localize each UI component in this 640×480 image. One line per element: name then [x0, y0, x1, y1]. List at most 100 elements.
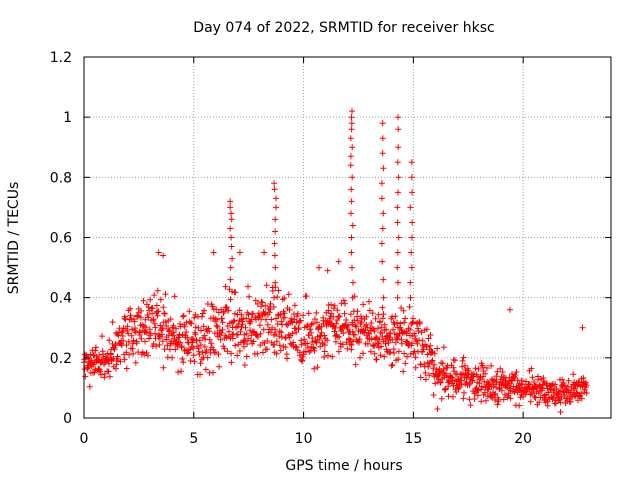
data-point — [129, 326, 135, 333]
data-point — [176, 332, 183, 339]
data-point — [267, 306, 274, 313]
data-point — [371, 350, 378, 357]
data-point — [394, 264, 401, 271]
data-point — [493, 373, 500, 380]
data-point — [499, 369, 506, 375]
data-point — [106, 360, 112, 367]
chart-title: Day 074 of 2022, SRMTID for receiver hks… — [193, 20, 494, 36]
data-point — [321, 332, 328, 339]
data-point — [185, 349, 192, 356]
data-point — [478, 398, 485, 405]
data-point — [255, 334, 261, 340]
data-point — [134, 313, 141, 320]
data-point — [205, 325, 212, 332]
data-point — [299, 357, 306, 364]
data-point — [131, 318, 138, 325]
data-point — [254, 350, 261, 357]
data-point — [195, 324, 202, 331]
data-point — [412, 364, 419, 371]
data-points — [81, 108, 590, 415]
data-point — [263, 282, 270, 289]
data-point — [380, 294, 387, 301]
data-point — [371, 343, 378, 350]
data-point — [529, 374, 536, 381]
data-point — [516, 402, 523, 409]
data-point — [452, 357, 458, 364]
data-point — [250, 338, 257, 345]
data-point — [407, 294, 414, 301]
data-point — [407, 351, 414, 357]
data-point — [147, 296, 154, 303]
data-point — [179, 313, 186, 320]
data-point — [423, 376, 429, 383]
data-point — [268, 316, 275, 323]
data-point — [578, 390, 585, 397]
data-point — [198, 327, 204, 334]
data-point — [203, 348, 210, 354]
data-point — [422, 370, 429, 376]
data-point — [395, 234, 402, 241]
data-point — [344, 345, 351, 352]
data-point — [397, 320, 404, 327]
data-point — [300, 312, 307, 319]
data-point — [389, 336, 396, 343]
data-point — [295, 326, 302, 333]
data-point — [227, 264, 234, 271]
data-point — [298, 341, 305, 348]
data-point — [325, 307, 332, 314]
data-point — [180, 312, 187, 319]
data-point — [273, 315, 280, 322]
data-point — [379, 195, 385, 202]
data-point — [158, 326, 165, 333]
data-point — [234, 352, 241, 359]
data-point — [378, 343, 385, 350]
data-point — [483, 397, 489, 404]
data-point — [206, 328, 213, 335]
data-point — [267, 329, 274, 336]
data-point — [201, 332, 208, 339]
data-point — [218, 330, 225, 336]
data-point — [475, 366, 482, 372]
data-point — [528, 365, 535, 372]
data-point — [214, 323, 221, 330]
data-point — [105, 368, 112, 375]
data-point — [391, 321, 398, 328]
data-point — [511, 375, 518, 382]
data-point — [353, 323, 360, 330]
data-point — [291, 302, 298, 309]
data-point — [364, 340, 371, 347]
data-point — [231, 317, 238, 324]
data-point — [230, 331, 237, 337]
data-point — [342, 300, 348, 307]
data-point — [123, 365, 130, 372]
data-point — [429, 357, 436, 364]
data-point — [133, 340, 140, 347]
data-point — [224, 348, 231, 355]
data-point — [316, 264, 322, 271]
data-point — [145, 304, 152, 311]
data-point — [461, 362, 468, 369]
data-point — [98, 357, 105, 364]
data-point — [304, 340, 311, 347]
data-point — [137, 314, 144, 321]
data-point — [227, 225, 234, 232]
data-point — [219, 319, 226, 326]
data-point — [241, 343, 247, 350]
data-point — [304, 322, 311, 329]
data-point — [201, 307, 208, 314]
data-point — [309, 335, 316, 342]
data-point — [408, 249, 415, 256]
data-point — [536, 399, 543, 406]
data-point — [583, 390, 590, 396]
data-point — [244, 341, 251, 347]
data-point — [271, 180, 278, 187]
data-point — [272, 326, 278, 333]
data-point — [179, 331, 186, 338]
data-point — [219, 326, 226, 333]
data-point — [379, 258, 386, 265]
data-point — [181, 323, 188, 330]
data-point — [225, 307, 232, 314]
x-tick-label: 15 — [404, 431, 422, 447]
data-point — [392, 339, 399, 346]
data-point — [417, 320, 423, 327]
